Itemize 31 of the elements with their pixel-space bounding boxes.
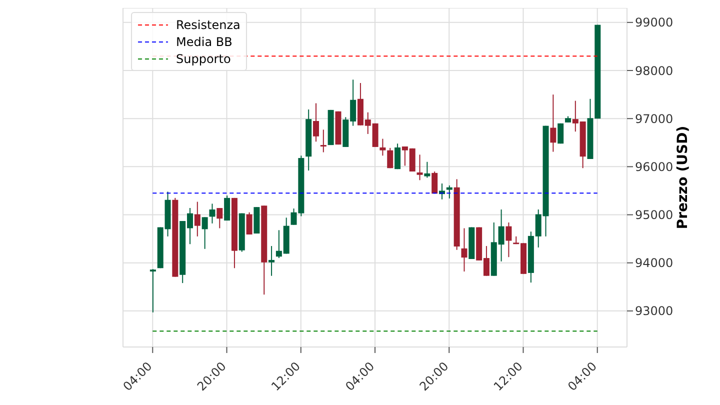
candlestick	[380, 138, 386, 156]
candlestick	[246, 212, 252, 235]
legend-label: Resistenza	[176, 18, 240, 32]
y-tick-label: 95000	[635, 208, 674, 222]
y-tick-label: 94000	[635, 256, 674, 270]
candlestick	[394, 143, 401, 170]
candlestick	[506, 222, 512, 258]
candlestick	[416, 154, 423, 181]
y-tick-label: 98000	[635, 64, 674, 78]
y-tick-label: 93000	[635, 304, 674, 318]
candlestick	[268, 246, 275, 276]
candlestick	[313, 102, 319, 142]
candlestick	[150, 268, 156, 313]
candlestick	[550, 94, 556, 152]
candlestick	[209, 203, 216, 224]
candlestick	[320, 129, 326, 153]
candlestick	[216, 208, 223, 229]
legend-label: Supporto	[176, 52, 231, 66]
y-axis-title: Prezzo (USD)	[674, 126, 691, 230]
y-tick-label: 96000	[635, 160, 674, 174]
y-tick-label: 99000	[635, 16, 674, 30]
y-tick-label: 97000	[635, 112, 674, 126]
candlestick	[202, 216, 208, 250]
candlestick	[432, 170, 438, 194]
candlestick	[424, 161, 430, 178]
candlestick	[387, 147, 394, 169]
candlestick	[461, 228, 468, 272]
legend-label: Media BB	[176, 34, 232, 48]
candlestick	[194, 201, 200, 237]
candlestick	[446, 184, 452, 199]
candlestick	[224, 195, 230, 222]
